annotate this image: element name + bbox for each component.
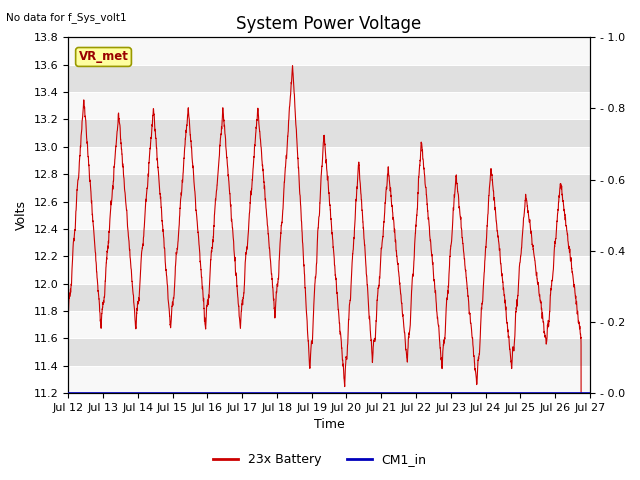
Bar (68, 174, 590, 202)
Bar (68, 229, 590, 256)
Bar (68, 202, 590, 229)
Text: No data for f_Sys_volt1: No data for f_Sys_volt1 (6, 12, 127, 23)
Bar (68, 37, 590, 65)
Bar (68, 120, 590, 147)
X-axis label: Time: Time (314, 419, 344, 432)
Bar (68, 65, 590, 92)
Bar (68, 147, 590, 174)
Legend: 23x Battery, CM1_in: 23x Battery, CM1_in (208, 448, 432, 471)
Text: VR_met: VR_met (79, 50, 129, 63)
Title: System Power Voltage: System Power Voltage (236, 15, 422, 33)
Bar (68, 366, 590, 393)
Y-axis label: Volts: Volts (15, 200, 28, 230)
Bar (68, 92, 590, 120)
Bar (68, 338, 590, 366)
Bar (68, 311, 590, 338)
Bar (68, 256, 590, 284)
Bar (68, 284, 590, 311)
